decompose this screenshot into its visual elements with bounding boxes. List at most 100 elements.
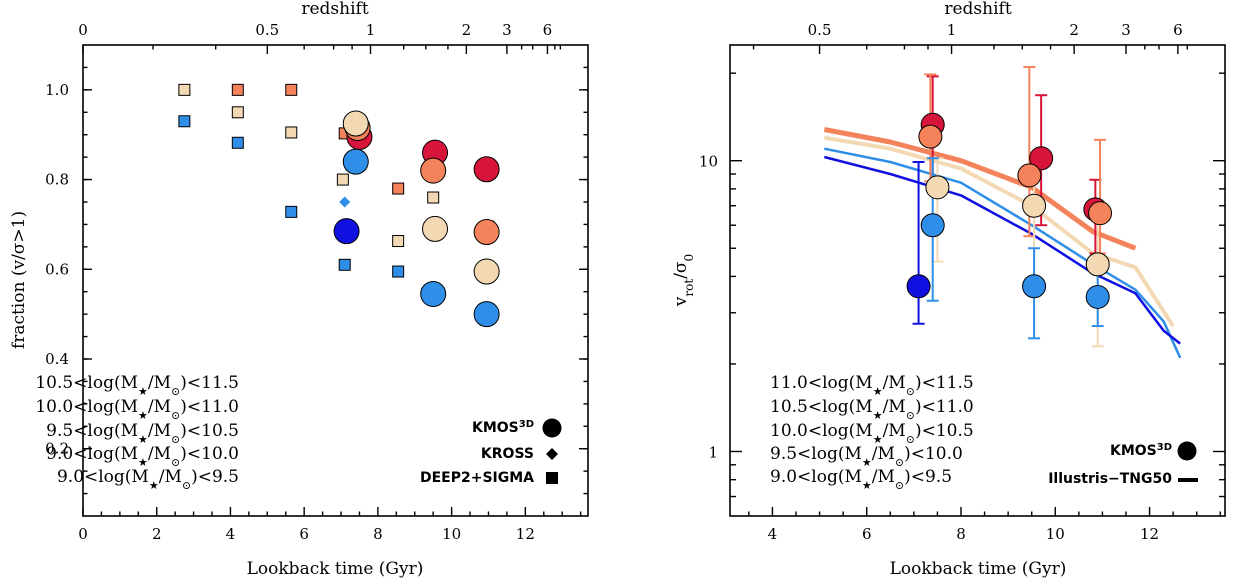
kmos3d-point xyxy=(1085,252,1110,277)
kmos3d-point xyxy=(422,215,449,242)
kmos3d-point xyxy=(1029,146,1054,171)
kmos3d-point xyxy=(925,175,950,200)
deep2-sigma-point xyxy=(231,136,244,149)
left-y-tick-label: 0.2 xyxy=(45,440,69,458)
legend-r-bin-1: 11.0<log(M★/M⊙)<11.5 xyxy=(770,373,974,398)
kmos3d-point xyxy=(473,258,500,285)
right-top-tick-label: 1 xyxy=(947,21,957,39)
legend-r-tng50-label: Illustris−TNG50 xyxy=(1048,471,1172,487)
left-legend-samples: KMOS3D KROSS DEEP2+SIGMA xyxy=(420,418,562,486)
left-top-tick-label: 2 xyxy=(462,21,472,39)
left-y-axis-label: fraction (v/σ>1) xyxy=(9,211,29,349)
deep2-sigma-point xyxy=(392,265,405,278)
left-top-tick-label: 0.5 xyxy=(255,21,279,39)
deep2-sigma-point xyxy=(285,126,298,139)
left-x-axis-label: Lookback time (Gyr) xyxy=(247,559,424,579)
left-x-tick-label: 8 xyxy=(373,525,383,543)
legend-kmos3d-marker xyxy=(542,418,562,438)
right-plot-frame xyxy=(729,44,1226,517)
legend-deep2-marker xyxy=(546,472,558,484)
legend-r-bin-2: 10.5<log(M★/M⊙)<11.0 xyxy=(770,397,974,422)
tng50-line xyxy=(823,155,1181,345)
legend-r-bin-3: 10.0<log(M★/M⊙)<10.5 xyxy=(770,421,974,446)
tng50-line xyxy=(824,147,1182,359)
legend-r-bin-5: 9.0<log(M★/M⊙)<9.5 xyxy=(770,467,952,492)
legend-bin-4: 9.0<log(M★/M⊙)<10.0 xyxy=(46,444,239,469)
tng50-line xyxy=(823,135,1175,328)
deep2-sigma-point xyxy=(231,83,244,96)
right-top-tick-label: 0.5 xyxy=(808,21,832,39)
kmos3d-point xyxy=(333,218,360,245)
deep2-sigma-point xyxy=(338,258,351,271)
left-y-tick-label: 0.4 xyxy=(45,350,69,368)
left-x-tick-label: 12 xyxy=(516,525,535,543)
kmos3d-point xyxy=(1085,284,1110,309)
kmos3d-point xyxy=(420,157,447,184)
kmos3d-point xyxy=(920,213,945,238)
left-top-tick-label: 6 xyxy=(543,21,553,39)
right-data-marks xyxy=(906,66,1113,348)
legend-bin-1: 10.5<log(M★/M⊙)<11.5 xyxy=(35,373,239,398)
right-legend-mass-bins: 11.0<log(M★/M⊙)<11.5 10.5<log(M★/M⊙)<11.… xyxy=(770,373,974,492)
left-axis-ticks: 0 2 4 6 8 10 120.20.40.60.81.00 0.5 1 2 3 6 xyxy=(45,21,588,543)
kmos3d-point xyxy=(473,301,500,328)
right-x-tick-label: 6 xyxy=(862,525,872,543)
deep2-sigma-point xyxy=(231,106,244,119)
left-x-tick-label: 4 xyxy=(226,525,236,543)
legend-bin-3: 9.5<log(M★/M⊙)<10.5 xyxy=(46,421,239,446)
legend-r-kmos3d-label: KMOS3D xyxy=(1110,442,1172,460)
left-plot-frame xyxy=(82,44,589,517)
left-data-marks xyxy=(178,83,500,328)
legend-deep2-label: DEEP2+SIGMA xyxy=(420,470,534,486)
legend-kross-label: KROSS xyxy=(481,446,534,462)
right-legend-samples: KMOS3D Illustris−TNG50 xyxy=(1048,441,1198,487)
kross-point xyxy=(339,196,351,208)
right-x-tick-label: 8 xyxy=(956,525,966,543)
right-top-tick-label: 3 xyxy=(1121,21,1131,39)
left-x-tick-label: 6 xyxy=(299,525,309,543)
left-top-tick-label: 0 xyxy=(78,21,88,39)
left-top-axis-label: redshift xyxy=(301,0,368,19)
right-top-tick-label: 2 xyxy=(1069,21,1079,39)
right-x-axis-label: Lookback time (Gyr) xyxy=(890,559,1067,579)
right-x-tick-label: 12 xyxy=(1140,525,1159,543)
legend-kross-marker xyxy=(546,448,558,460)
left-x-tick-label: 2 xyxy=(152,525,162,543)
deep2-sigma-point xyxy=(427,191,440,204)
kmos3d-point xyxy=(473,156,500,183)
right-top-tick-label: 6 xyxy=(1173,21,1183,39)
kmos3d-point xyxy=(473,219,500,246)
kmos3d-point xyxy=(420,280,447,307)
deep2-sigma-point xyxy=(336,173,349,186)
right-y-tick-label: 1 xyxy=(708,443,718,461)
kmos3d-point xyxy=(1088,201,1113,226)
right-y-axis-label: vrot/σ0 xyxy=(671,254,696,307)
left-y-tick-label: 0.6 xyxy=(45,260,69,278)
left-legend-mass-bins: 10.5<log(M★/M⊙)<11.5 10.0<log(M★/M⊙)<11.… xyxy=(35,373,239,492)
left-x-tick-label: 10 xyxy=(442,525,461,543)
kmos3d-point xyxy=(1017,163,1042,188)
right-x-tick-label: 10 xyxy=(1046,525,1065,543)
legend-r-kmos3d-marker xyxy=(1177,441,1197,461)
left-x-tick-label: 0 xyxy=(78,525,88,543)
left-top-tick-label: 1 xyxy=(366,21,376,39)
kmos3d-point xyxy=(906,274,931,299)
deep2-sigma-point xyxy=(285,205,298,218)
legend-r-bin-4: 9.5<log(M★/M⊙)<10.0 xyxy=(770,444,963,469)
kmos3d-point xyxy=(342,110,369,137)
deep2-sigma-point xyxy=(178,83,191,96)
deep2-sigma-point xyxy=(392,182,405,195)
deep2-sigma-point xyxy=(178,115,191,128)
left-y-tick-label: 0.8 xyxy=(45,171,69,189)
kmos3d-point xyxy=(342,148,369,175)
legend-bin-5: 9.0<log(M★/M⊙)<9.5 xyxy=(57,467,239,492)
deep2-sigma-point xyxy=(285,83,298,96)
left-top-tick-label: 3 xyxy=(502,21,512,39)
left-y-tick-label: 1.0 xyxy=(45,81,69,99)
right-tng50-lines xyxy=(823,127,1182,359)
kmos3d-point xyxy=(1022,274,1047,299)
deep2-sigma-point xyxy=(392,235,405,248)
